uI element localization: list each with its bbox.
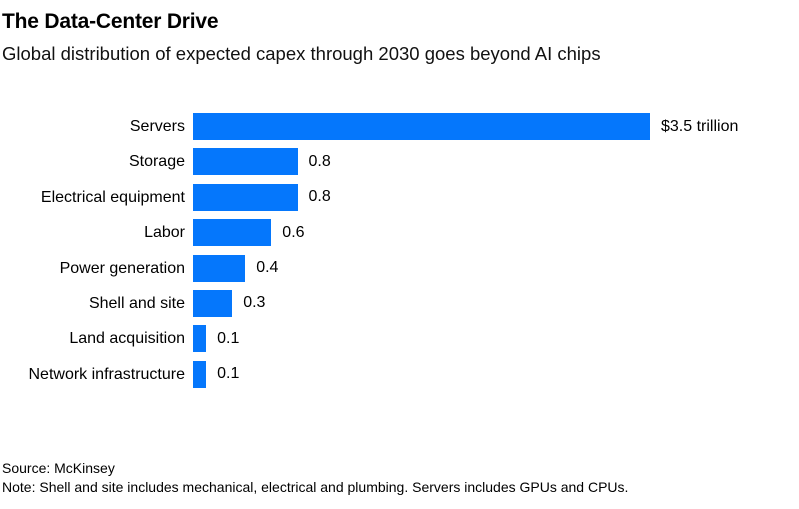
- bar-value-label: 0.4: [256, 259, 279, 277]
- note-line: Note: Shell and site includes mechanical…: [2, 478, 629, 495]
- bar-label: Land acquisition: [69, 330, 185, 348]
- bar-track: 0.1: [193, 325, 797, 353]
- bar: [193, 219, 272, 247]
- bar-label: Servers: [129, 118, 185, 135]
- bar-track: 0.4: [193, 254, 797, 282]
- bar-track: $3.5 trillion: [193, 113, 797, 140]
- bar: [193, 289, 233, 317]
- bar-value-label: 0.6: [282, 223, 305, 241]
- bar-row: Land acquisition 0.1: [2, 325, 797, 353]
- bar-value-label: 0.8: [308, 152, 331, 170]
- bar: [193, 183, 298, 211]
- footnotes: Source: McKinsey Note: Shell and site in…: [2, 459, 797, 496]
- bar: [193, 113, 650, 140]
- bar: [193, 148, 298, 176]
- bar-track: 0.1: [193, 360, 797, 388]
- bar-row: Power generation 0.4: [2, 254, 797, 282]
- chart-title: The Data-Center Drive: [2, 10, 219, 33]
- bar-label: Storage: [128, 153, 185, 171]
- bar-row: Network infrastructure 0.1: [2, 360, 797, 388]
- bar-value-label: $3.5 trillion: [661, 117, 739, 135]
- bar-label: Electrical equipment: [40, 188, 185, 206]
- bar-track: 0.8: [193, 148, 797, 176]
- bar-row: Labor 0.6: [2, 219, 797, 247]
- bar: [193, 360, 207, 388]
- bar-row: Electrical equipment 0.8: [2, 183, 797, 211]
- bar-track: 0.8: [193, 183, 797, 211]
- chart-subtitle: Global distribution of expected capex th…: [2, 43, 601, 64]
- chart-page: The Data-Center Drive Global distributio…: [2, 10, 797, 495]
- bar: [193, 325, 207, 353]
- bar-value-label: 0.3: [243, 294, 266, 312]
- bar-value-label: 0.1: [217, 365, 240, 383]
- source-line: Source: McKinsey: [2, 460, 115, 476]
- bar-value-label: 0.1: [217, 329, 240, 347]
- bar-label: Shell and site: [88, 294, 185, 312]
- bar-label: Power generation: [59, 259, 185, 277]
- bar-row: Storage 0.8: [2, 148, 797, 176]
- bar-row: Servers $3.5 trillion: [2, 113, 797, 140]
- bar-track: 0.3: [193, 289, 797, 317]
- bar-label: Labor: [144, 224, 185, 242]
- bar: [193, 254, 246, 282]
- bar-label: Network infrastructure: [28, 365, 186, 383]
- bar-value-label: 0.8: [308, 188, 331, 206]
- bar-row: Shell and site 0.3: [2, 289, 797, 317]
- bar-chart: Servers $3.5 trillion Storage 0.8 Electrical…: [2, 113, 797, 388]
- bar-track: 0.6: [193, 219, 797, 247]
